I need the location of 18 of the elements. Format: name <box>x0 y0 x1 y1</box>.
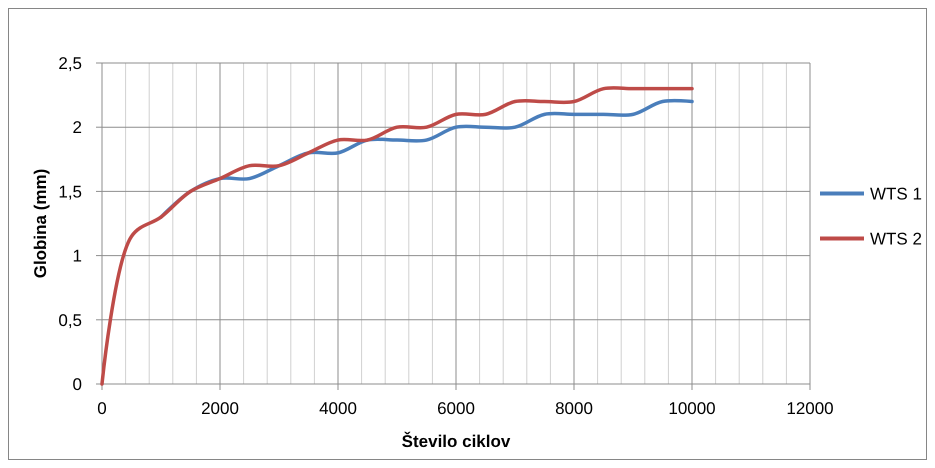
x-tick-label: 6000 <box>437 399 475 418</box>
y-tick-label: 0,5 <box>58 310 82 330</box>
legend-label: WTS 2 <box>870 230 922 248</box>
legend-label: WTS 1 <box>870 184 922 204</box>
y-tick-label: 1 <box>72 246 82 266</box>
x-tick-label: 0 <box>97 399 107 418</box>
line-series <box>100 86 694 386</box>
y-axis-title: Globina (mm) <box>31 168 50 278</box>
y-tick-label: 0 <box>72 375 82 394</box>
x-tick-label: 2000 <box>201 399 239 418</box>
x-tick-label: 10000 <box>668 399 716 418</box>
y-tick-label: 1,5 <box>58 182 82 202</box>
x-tick-label: 8000 <box>555 399 593 418</box>
x-tick-label: 4000 <box>319 399 357 418</box>
y-tick-label: 2,5 <box>58 54 82 73</box>
x-axis-title: Število ciklov <box>402 431 511 451</box>
y-tick-label: 2 <box>72 118 82 138</box>
x-tick-label: 12000 <box>786 399 834 418</box>
